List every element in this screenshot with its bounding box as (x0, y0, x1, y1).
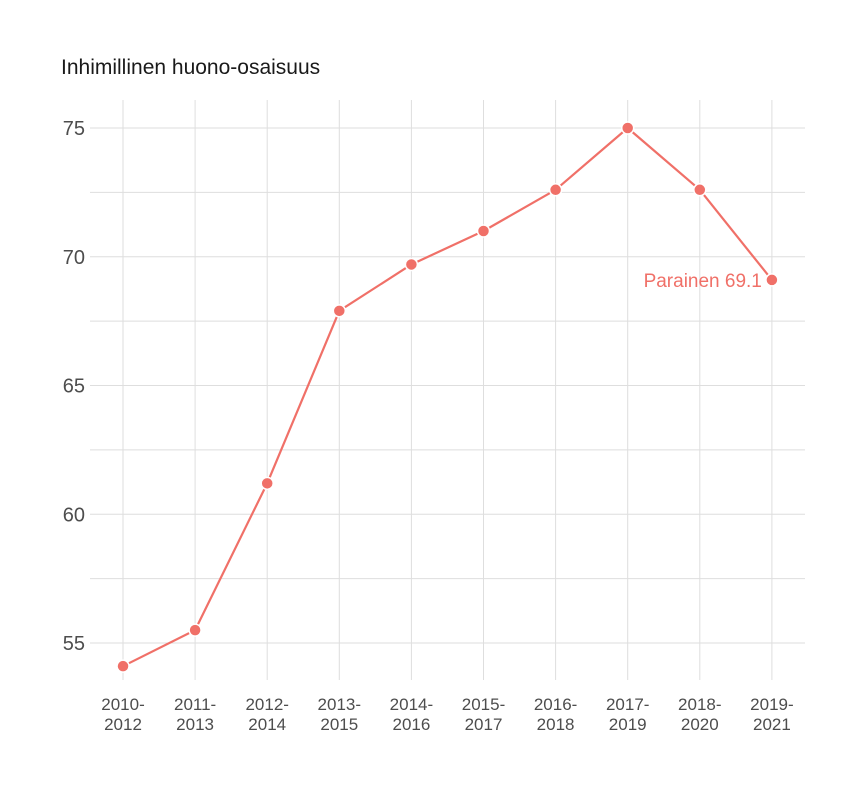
x-tick-label: 2011- (174, 695, 216, 714)
x-tick-label: 2012- (245, 695, 288, 714)
x-tick-label: 2013- (318, 695, 361, 714)
chart-title: Inhimillinen huono-osaisuus (61, 56, 321, 79)
x-tick-label: 2013 (176, 715, 214, 734)
x-tick-label: 2014- (390, 695, 433, 714)
x-tick-label: 2020 (681, 715, 719, 734)
data-point (188, 623, 202, 637)
data-point (765, 273, 779, 287)
x-tick-label: 2018- (678, 695, 721, 714)
data-point (332, 304, 347, 318)
data-point (476, 224, 491, 238)
x-tick-label: 2021 (753, 715, 791, 734)
x-tick-label: 2016- (534, 695, 577, 714)
data-point (548, 183, 563, 197)
data-point (693, 183, 707, 197)
x-tick-label: 2018 (537, 715, 575, 734)
y-tick-label: 65 (63, 376, 85, 398)
x-tick-label: 2012 (104, 715, 142, 734)
series-line (122, 126, 773, 668)
x-tick-label: 2017 (465, 715, 503, 734)
x-tick-label: 2010- (101, 695, 144, 714)
x-tick-label: 2019 (609, 715, 647, 734)
x-tick-label: 2019- (750, 695, 793, 714)
y-tick-label: 60 (63, 504, 85, 526)
x-tick-label: 2015- (462, 695, 505, 714)
x-tick-label: 2015 (320, 715, 358, 734)
y-tick-label: 55 (63, 633, 85, 655)
x-tick-label: 2016 (392, 715, 430, 734)
data-point (620, 121, 635, 135)
data-point (260, 476, 274, 491)
y-tick-label: 70 (63, 247, 85, 269)
y-tick-label: 75 (63, 118, 85, 140)
x-tick-label: 2017- (606, 695, 649, 714)
data-point (404, 257, 419, 272)
x-tick-label: 2014 (248, 715, 286, 734)
data-point (116, 659, 130, 673)
series-end-label: Parainen 69.1 (644, 271, 762, 292)
